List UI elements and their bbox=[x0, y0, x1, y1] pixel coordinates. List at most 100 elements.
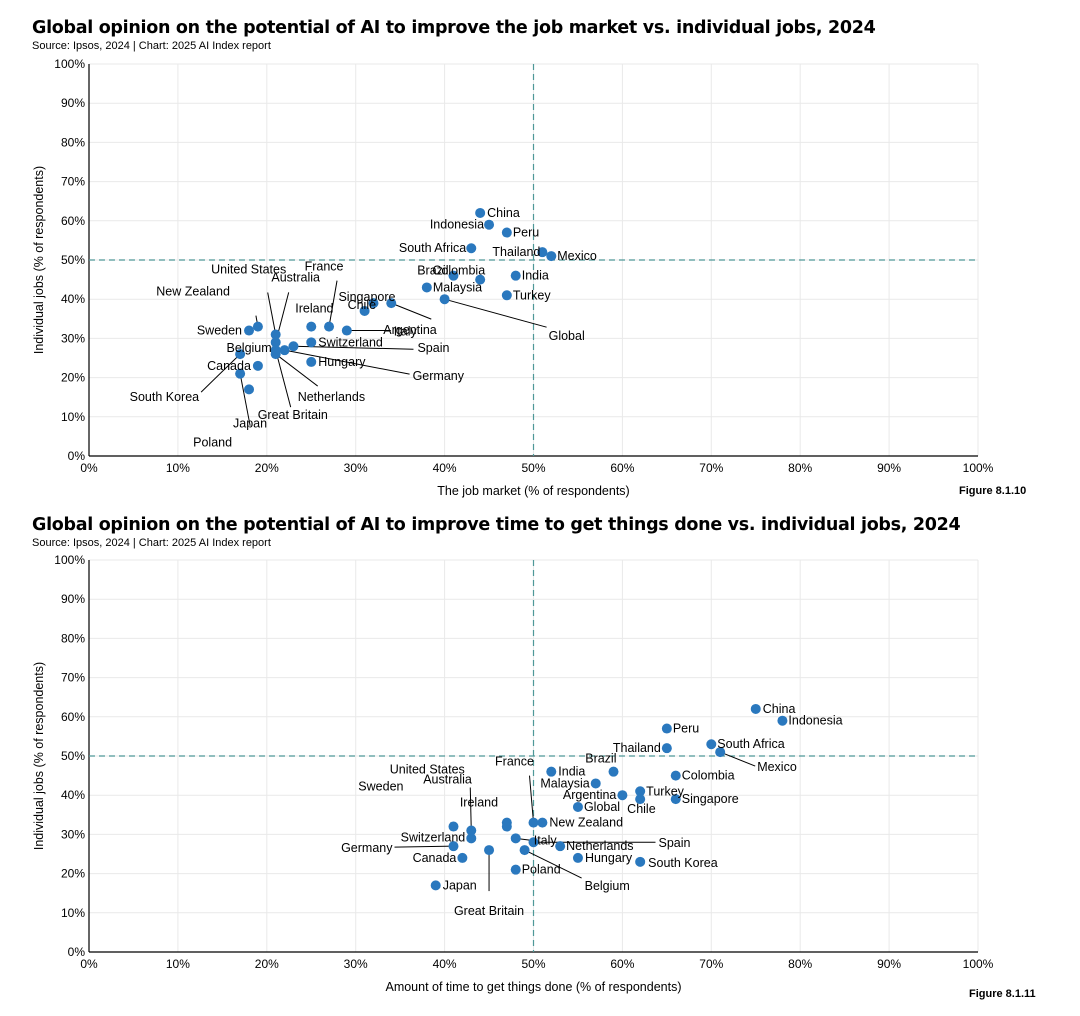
chart1-leader-france bbox=[328, 280, 338, 327]
chart1-point-peru bbox=[501, 227, 512, 238]
chart1-label-new-zealand: New Zealand bbox=[156, 285, 230, 299]
chart2-point-belgium bbox=[519, 845, 530, 856]
chart1-point-chile bbox=[359, 305, 370, 316]
chart1-y-tick-label: 10% bbox=[61, 410, 85, 424]
chart1-x-tick-label: 60% bbox=[610, 461, 634, 475]
chart1-x-axis-title: The job market (% of respondents) bbox=[437, 484, 629, 498]
chart1-point-south-africa bbox=[466, 243, 477, 254]
chart2-label-south-africa: South Africa bbox=[717, 737, 784, 751]
chart2-point-brazil bbox=[608, 766, 619, 777]
chart2-figure-number: Figure 8.1.11 bbox=[969, 988, 1036, 1000]
chart2-label-global: Global bbox=[584, 800, 620, 814]
chart1-label-sweden: Sweden bbox=[197, 324, 242, 338]
chart2-label-germany: Germany bbox=[341, 841, 393, 855]
chart2-x-tick-label: 10% bbox=[166, 957, 190, 971]
chart1-y-tick-label: 0% bbox=[68, 449, 86, 463]
chart1-point-france bbox=[324, 321, 335, 332]
chart1-x-tick-label: 80% bbox=[788, 461, 812, 475]
chart1-point-south-korea bbox=[235, 349, 246, 360]
chart2-label-new-zealand: New Zealand bbox=[549, 816, 623, 830]
chart2-point-argentina bbox=[617, 790, 628, 801]
chart1-x-tick-label: 30% bbox=[344, 461, 368, 475]
chart1-label-mexico: Mexico bbox=[557, 249, 597, 263]
chart2-y-tick-label: 70% bbox=[61, 671, 85, 685]
chart2-label-peru: Peru bbox=[673, 722, 699, 736]
chart2-point-poland bbox=[510, 864, 521, 875]
chart2-point-france bbox=[528, 817, 539, 828]
chart2-point-south-africa bbox=[706, 739, 717, 750]
chart2-label-turkey: Turkey bbox=[646, 784, 684, 798]
chart1-point-ireland bbox=[306, 321, 317, 332]
chart1-point-australia bbox=[270, 337, 281, 348]
chart2-x-tick-label: 40% bbox=[433, 957, 457, 971]
chart2-point-turkey bbox=[635, 786, 646, 797]
chart1-point-global bbox=[439, 294, 450, 305]
chart1-x-tick-label: 40% bbox=[433, 461, 457, 475]
chart2-x-tick-label: 60% bbox=[610, 957, 634, 971]
chart2-label-switzerland: Switzerland bbox=[401, 830, 466, 844]
chart1-source: Source: Ipsos, 2024 | Chart: 2025 AI Ind… bbox=[32, 40, 271, 52]
chart2-y-axis-title: Individual jobs (% of respondents) bbox=[32, 662, 46, 850]
chart2-label-brazil: Brazil bbox=[585, 752, 616, 766]
chart2-label-singapore: Singapore bbox=[682, 792, 739, 806]
chart1-label-united-states: United States bbox=[211, 262, 286, 276]
chart1-y-tick-label: 100% bbox=[54, 57, 85, 71]
chart2-scatter-plot: 0%0% 10% 10% 20% 20% 30% 30% 40% 40% 50% 50% 60% 60%… bbox=[32, 553, 994, 994]
chart1-x-tick-label: 90% bbox=[877, 461, 901, 475]
chart2-point-hungary bbox=[572, 852, 583, 863]
chart1-x-tick-label: 100% bbox=[963, 461, 994, 475]
chart1-leader-poland bbox=[239, 373, 251, 426]
chart1-y-tick-label: 90% bbox=[61, 96, 85, 110]
chart1-label-poland: Poland bbox=[193, 436, 232, 450]
chart2-point-australia bbox=[501, 821, 512, 832]
chart1-point-switzerland bbox=[306, 337, 317, 348]
chart1-point-mexico bbox=[546, 251, 557, 262]
chart1-label-china: China bbox=[487, 206, 520, 220]
chart2-label-italy: Italy bbox=[534, 833, 558, 847]
chart2-label-argentina: Argentina bbox=[563, 788, 617, 802]
chart1-label-hungary: Hungary bbox=[318, 355, 366, 369]
chart2-label-sweden: Sweden bbox=[358, 780, 403, 794]
chart1-y-tick-label: 70% bbox=[61, 175, 85, 189]
chart1-leader-great-britain bbox=[275, 350, 292, 408]
chart1-point-indonesia bbox=[484, 219, 495, 230]
chart1-point-spain bbox=[288, 341, 299, 352]
chart1-point-sweden bbox=[244, 325, 255, 336]
chart1-x-tick-label: 50% bbox=[521, 461, 545, 475]
chart2-point-india bbox=[546, 766, 557, 777]
chart2-point-sweden bbox=[448, 821, 459, 832]
chart1-y-tick-label: 20% bbox=[61, 371, 85, 385]
chart2-y-tick-label: 20% bbox=[61, 867, 85, 881]
chart2-label-south-korea: South Korea bbox=[648, 856, 718, 870]
chart2-point-singapore bbox=[670, 794, 681, 805]
chart2-x-tick-label: 50% bbox=[521, 957, 545, 971]
chart1-label-malaysia: Malaysia bbox=[433, 280, 482, 294]
chart1-label-turkey: Turkey bbox=[513, 288, 551, 302]
chart2-label-ireland: Ireland bbox=[460, 796, 498, 810]
chart2-leader-belgium bbox=[524, 849, 582, 879]
chart1-label-singapore: Singapore bbox=[338, 290, 395, 304]
chart1-point-thailand bbox=[537, 247, 548, 258]
chart1-leader-south-korea bbox=[200, 353, 241, 393]
chart2-label-united-states: United States bbox=[390, 762, 465, 776]
chart2-label-indonesia: Indonesia bbox=[788, 714, 842, 728]
chart1-leader-germany bbox=[284, 349, 410, 375]
chart1-label-south-korea: South Korea bbox=[130, 390, 200, 404]
chart2-point-italy bbox=[510, 833, 521, 844]
chart2-label-china: China bbox=[763, 702, 796, 716]
chart2-x-axis-title: Amount of time to get things done (% of … bbox=[385, 980, 681, 994]
chart1-label-germany: Germany bbox=[413, 369, 465, 383]
chart1-label-spain: Spain bbox=[417, 341, 449, 355]
chart2-x-tick-label: 100% bbox=[963, 957, 994, 971]
chart1-label-australia: Australia bbox=[271, 270, 320, 284]
chart2-label-spain: Spain bbox=[659, 836, 691, 850]
chart1-label-india: India bbox=[522, 269, 549, 283]
chart1-label-japan: Japan bbox=[233, 416, 267, 430]
chart2-point-japan bbox=[430, 880, 441, 891]
chart2-point-netherlands bbox=[555, 841, 566, 852]
chart2-label-japan: Japan bbox=[443, 878, 477, 892]
chart2-point-great-britain bbox=[484, 845, 495, 856]
chart1-label-brazil: Brazil bbox=[417, 264, 448, 278]
chart1-label-switzerland: Switzerland bbox=[318, 335, 383, 349]
chart2-point-new-zealand bbox=[537, 817, 548, 828]
